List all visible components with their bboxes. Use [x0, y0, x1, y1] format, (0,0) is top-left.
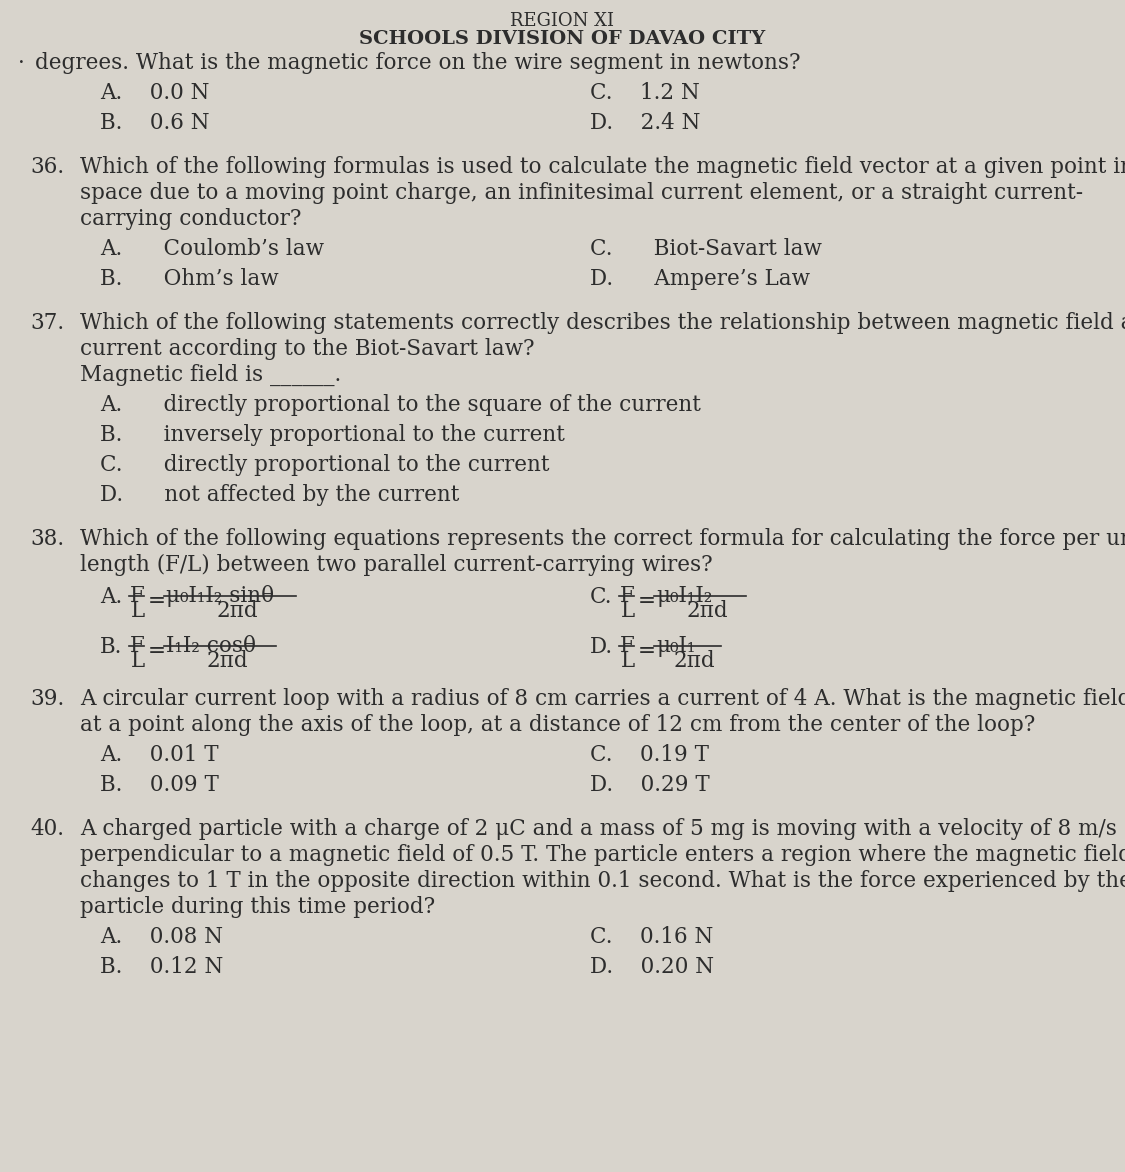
- Text: length (F/L) between two parallel current-carrying wires?: length (F/L) between two parallel curren…: [80, 554, 712, 577]
- Text: L: L: [621, 650, 636, 672]
- Text: B.    0.6 N: B. 0.6 N: [100, 113, 209, 134]
- Text: A.    0.0 N: A. 0.0 N: [100, 82, 209, 104]
- Text: A.: A.: [100, 586, 123, 608]
- Text: F: F: [620, 585, 634, 607]
- Text: B.    0.09 T: B. 0.09 T: [100, 774, 219, 796]
- Text: D.: D.: [590, 636, 613, 657]
- Text: Which of the following statements correctly describes the relationship between m: Which of the following statements correc…: [80, 312, 1125, 334]
- Text: 39.: 39.: [30, 688, 64, 710]
- Text: 2πd: 2πd: [207, 650, 249, 672]
- Text: =: =: [148, 590, 166, 612]
- Text: F: F: [620, 635, 634, 657]
- Text: C.    1.2 N: C. 1.2 N: [590, 82, 700, 104]
- Text: A.      Coulomb’s law: A. Coulomb’s law: [100, 238, 324, 260]
- Text: =: =: [638, 590, 656, 612]
- Text: L: L: [130, 600, 145, 622]
- Text: D.    2.4 N: D. 2.4 N: [590, 113, 701, 134]
- Text: L: L: [621, 600, 636, 622]
- Text: at a point along the axis of the loop, at a distance of 12 cm from the center of: at a point along the axis of the loop, a…: [80, 714, 1035, 736]
- Text: C.      directly proportional to the current: C. directly proportional to the current: [100, 454, 549, 476]
- Text: μ₀I₁I₂: μ₀I₁I₂: [656, 585, 712, 607]
- Text: μ₀I₁I₂ sinθ: μ₀I₁I₂ sinθ: [166, 585, 274, 607]
- Text: 38.: 38.: [30, 529, 64, 550]
- Text: C.    0.16 N: C. 0.16 N: [590, 926, 713, 948]
- Text: μ₀I₁: μ₀I₁: [656, 635, 695, 657]
- Text: I₁I₂ cosθ: I₁I₂ cosθ: [166, 635, 256, 657]
- Text: D.    0.20 N: D. 0.20 N: [590, 956, 714, 977]
- Text: A charged particle with a charge of 2 μC and a mass of 5 mg is moving with a vel: A charged particle with a charge of 2 μC…: [80, 818, 1117, 840]
- Text: Magnetic field is ______.: Magnetic field is ______.: [80, 364, 341, 386]
- Text: B.    0.12 N: B. 0.12 N: [100, 956, 224, 977]
- Text: changes to 1 T in the opposite direction within 0.1 second. What is the force ex: changes to 1 T in the opposite direction…: [80, 870, 1125, 892]
- Text: B.      Ohm’s law: B. Ohm’s law: [100, 268, 279, 289]
- Text: 37.: 37.: [30, 312, 64, 334]
- Text: A.    0.01 T: A. 0.01 T: [100, 744, 218, 766]
- Text: A circular current loop with a radius of 8 cm carries a current of 4 A. What is : A circular current loop with a radius of…: [80, 688, 1125, 710]
- Text: 2πd: 2πd: [217, 600, 259, 622]
- Text: L: L: [130, 650, 145, 672]
- Text: =: =: [638, 640, 656, 662]
- Text: carrying conductor?: carrying conductor?: [80, 207, 302, 230]
- Text: particle during this time period?: particle during this time period?: [80, 897, 435, 918]
- Text: 40.: 40.: [30, 818, 64, 840]
- Text: 2πd: 2πd: [674, 650, 716, 672]
- Text: =: =: [148, 640, 166, 662]
- Text: Which of the following equations represents the correct formula for calculating : Which of the following equations represe…: [80, 529, 1125, 550]
- Text: B.: B.: [100, 636, 123, 657]
- Text: A.    0.08 N: A. 0.08 N: [100, 926, 223, 948]
- Text: REGION XI: REGION XI: [511, 12, 614, 30]
- Text: 36.: 36.: [30, 156, 64, 178]
- Text: space due to a moving point charge, an infinitesimal current element, or a strai: space due to a moving point charge, an i…: [80, 182, 1083, 204]
- Text: F: F: [130, 635, 145, 657]
- Text: D.    0.29 T: D. 0.29 T: [590, 774, 710, 796]
- Text: B.      inversely proportional to the current: B. inversely proportional to the current: [100, 424, 565, 447]
- Text: SCHOOLS DIVISION OF DAVAO CITY: SCHOOLS DIVISION OF DAVAO CITY: [359, 30, 766, 48]
- Text: current according to the Biot-Savart law?: current according to the Biot-Savart law…: [80, 338, 534, 360]
- Text: D.      not affected by the current: D. not affected by the current: [100, 484, 459, 506]
- Text: perpendicular to a magnetic field of 0.5 T. The particle enters a region where t: perpendicular to a magnetic field of 0.5…: [80, 844, 1125, 866]
- Text: C.: C.: [590, 586, 612, 608]
- Text: F: F: [130, 585, 145, 607]
- Text: Which of the following formulas is used to calculate the magnetic field vector a: Which of the following formulas is used …: [80, 156, 1125, 178]
- Text: 2πd: 2πd: [687, 600, 729, 622]
- Text: ·: ·: [18, 52, 25, 74]
- Text: C.    0.19 T: C. 0.19 T: [590, 744, 709, 766]
- Text: degrees. What is the magnetic force on the wire segment in newtons?: degrees. What is the magnetic force on t…: [35, 52, 801, 74]
- Text: C.      Biot-Savart law: C. Biot-Savart law: [590, 238, 822, 260]
- Text: D.      Ampere’s Law: D. Ampere’s Law: [590, 268, 810, 289]
- Text: A.      directly proportional to the square of the current: A. directly proportional to the square o…: [100, 394, 701, 416]
